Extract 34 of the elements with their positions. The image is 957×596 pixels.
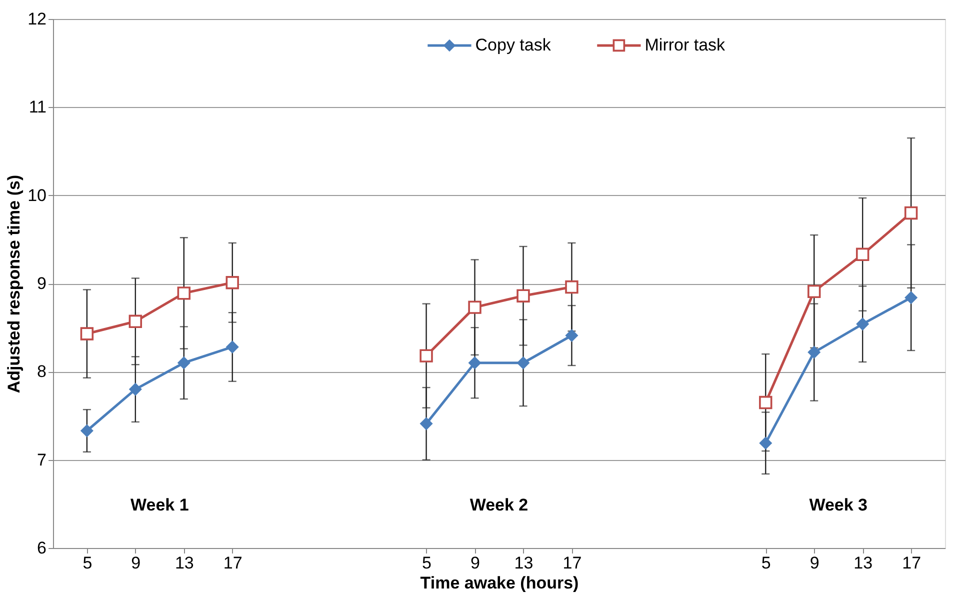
x-tick-label: 5: [82, 554, 92, 572]
x-tick-label: 13: [514, 554, 534, 572]
point: [808, 284, 821, 298]
x-tick-label: 17: [223, 554, 242, 572]
x-tick-label: 9: [470, 554, 480, 572]
y-tick-label: 6: [37, 538, 46, 558]
point: [759, 436, 772, 450]
x-tick-label: 17: [902, 554, 922, 572]
point: [904, 206, 918, 220]
annotation: Week 1: [130, 496, 189, 515]
y-tick-label: 10: [28, 186, 46, 205]
x-tick-label: 5: [422, 554, 432, 572]
y-tick-label: 7: [37, 450, 46, 470]
legend-label: Copy task: [475, 35, 552, 54]
point: [904, 291, 918, 304]
x-tick-label: 17: [562, 554, 582, 572]
annotation: Week 2: [470, 496, 528, 515]
x-tick-label: 13: [854, 554, 873, 572]
x-axis-title: Time awake (hours): [420, 574, 579, 592]
legend-label: Mirror task: [644, 35, 726, 54]
y-tick-label: 9: [37, 274, 46, 293]
y-tick-label: 12: [28, 10, 46, 28]
x-tick-label: 9: [810, 554, 820, 572]
y-axis-title: Adjusted response time (s): [4, 174, 24, 394]
x-tick-label: 9: [131, 554, 141, 572]
annotation: Week 3: [809, 496, 868, 515]
x-tick-label: 13: [174, 554, 194, 572]
x-tick-label: 5: [761, 554, 771, 572]
point: [856, 248, 870, 262]
point: [808, 346, 821, 359]
y-tick-label: 11: [28, 98, 46, 117]
point: [856, 318, 870, 331]
point: [759, 396, 772, 410]
y-tick-label: 8: [37, 362, 46, 382]
